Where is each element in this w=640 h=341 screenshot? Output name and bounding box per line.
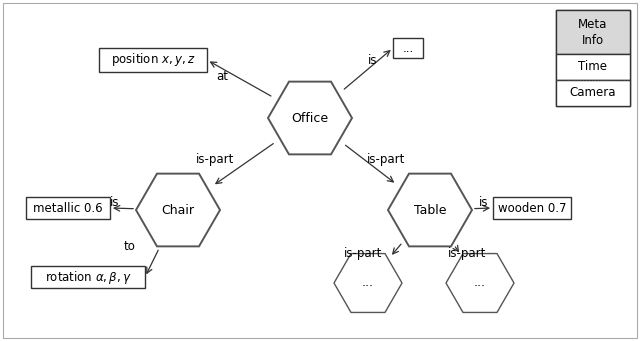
Text: Chair: Chair (161, 204, 195, 217)
FancyBboxPatch shape (556, 10, 630, 54)
Text: ...: ... (403, 42, 413, 55)
Text: ...: ... (362, 277, 374, 290)
Text: ...: ... (474, 277, 486, 290)
Text: is: is (110, 195, 120, 208)
FancyBboxPatch shape (26, 197, 110, 219)
FancyBboxPatch shape (31, 266, 145, 288)
Text: Table: Table (413, 204, 446, 217)
Text: position $x, y, z$: position $x, y, z$ (111, 51, 195, 69)
Text: Meta
Info: Meta Info (579, 17, 608, 46)
FancyBboxPatch shape (393, 38, 423, 58)
Text: Camera: Camera (570, 87, 616, 100)
Text: is-part: is-part (367, 153, 405, 166)
FancyBboxPatch shape (556, 80, 630, 106)
Text: Office: Office (291, 112, 328, 124)
Polygon shape (136, 174, 220, 247)
FancyBboxPatch shape (556, 10, 630, 106)
Text: wooden 0.7: wooden 0.7 (498, 202, 566, 214)
FancyBboxPatch shape (556, 54, 630, 80)
Text: is-part: is-part (448, 248, 486, 261)
Polygon shape (268, 81, 352, 154)
Text: is-part: is-part (196, 153, 234, 166)
Text: at: at (216, 71, 228, 84)
FancyBboxPatch shape (99, 48, 207, 72)
Text: is: is (368, 54, 378, 66)
Text: is-part: is-part (344, 248, 382, 261)
Polygon shape (446, 254, 514, 312)
FancyBboxPatch shape (493, 197, 571, 219)
Text: metallic 0.6: metallic 0.6 (33, 202, 103, 214)
Text: Time: Time (579, 60, 607, 74)
Polygon shape (334, 254, 402, 312)
Text: rotation $\alpha, \beta, \gamma$: rotation $\alpha, \beta, \gamma$ (45, 268, 131, 285)
Polygon shape (388, 174, 472, 247)
Text: to: to (124, 239, 136, 252)
Text: is: is (479, 195, 489, 208)
